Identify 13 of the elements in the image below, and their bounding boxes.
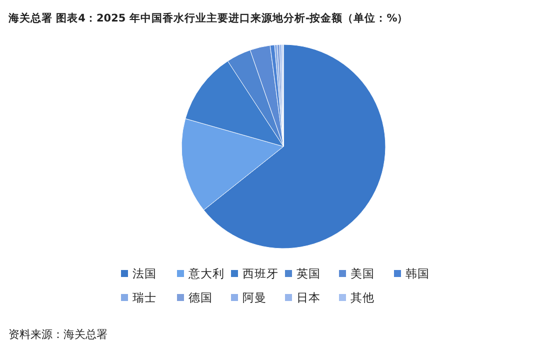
legend-label: 韩国 [406,266,430,280]
legend-label: 阿曼 [242,290,266,304]
chart-title: 海关总署 图表4：2025 年中国香水行业主要进口来源地分析-按金额（单位：%） [8,12,408,24]
legend-label: 意大利 [188,266,224,280]
legend-label: 日本 [296,290,320,304]
legend-label: 美国 [350,266,374,280]
legend-label: 英国 [296,266,320,280]
legend-label: 瑞士 [132,290,156,304]
legend-label: 德国 [188,290,212,304]
legend-label: 其他 [350,290,374,304]
legend-label: 法国 [132,266,156,280]
text: 资料来源：海关总署 [8,328,108,341]
legend-label: 西班牙 [242,266,278,280]
